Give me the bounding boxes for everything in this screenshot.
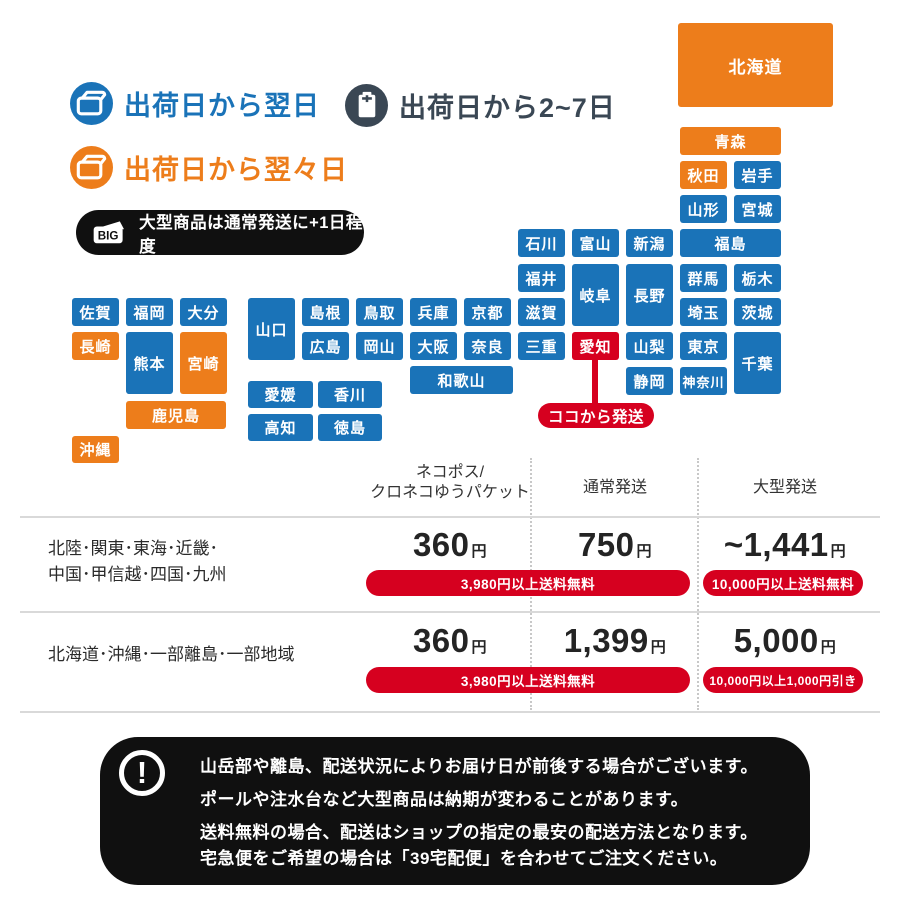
prefecture-茨城: 茨城 — [734, 298, 781, 326]
prefecture-滋賀: 滋賀 — [518, 298, 565, 326]
parcel-icon — [70, 146, 113, 189]
big-box-icon: BIG — [93, 220, 125, 243]
region-remote-label: 北海道･沖縄･一部離島･一部地域 — [48, 645, 295, 664]
notice-box: ! 山岳部や離島、配送状況によりお届け日が前後する場合がございます。 ポールや注… — [100, 737, 810, 885]
prefecture-福井: 福井 — [518, 264, 565, 292]
prefecture-香川: 香川 — [318, 381, 382, 408]
row-divider — [20, 516, 880, 518]
legend-two-to-seven-days: 出荷日から2~7日 — [345, 84, 616, 127]
free-shipping-pill: 3,980円以上送料無料 — [366, 570, 690, 596]
legend-next-day-label: 出荷日から翌日 — [124, 91, 320, 121]
large-free-shipping-pill: 10,000円以上送料無料 — [703, 570, 863, 596]
prefecture-佐賀: 佐賀 — [72, 298, 119, 326]
prefecture-岩手: 岩手 — [734, 161, 781, 189]
prefecture-静岡: 静岡 — [626, 367, 673, 395]
big-badge-text: BIG — [98, 229, 119, 242]
prefecture-岐阜: 岐阜 — [572, 264, 619, 326]
prefecture-東京: 東京 — [680, 332, 727, 360]
price-main-standard: 750 円 — [577, 526, 653, 563]
legend-day-after-next: 出荷日から翌々日 — [70, 146, 348, 189]
prefecture-長崎: 長崎 — [72, 332, 119, 360]
origin-callout-line — [592, 359, 598, 407]
prefecture-千葉: 千葉 — [734, 332, 781, 394]
prefecture-宮崎: 宮崎 — [180, 332, 227, 394]
prefecture-鹿児島: 鹿児島 — [126, 401, 226, 429]
prefecture-和歌山: 和歌山 — [410, 366, 513, 394]
prefecture-愛媛: 愛媛 — [248, 381, 313, 408]
exclamation-icon: ! — [119, 750, 165, 796]
prefecture-島根: 島根 — [302, 298, 349, 326]
prefecture-富山: 富山 — [572, 229, 619, 257]
prefecture-山形: 山形 — [680, 195, 727, 223]
prefecture-埼玉: 埼玉 — [680, 298, 727, 326]
free-shipping-pill: 3,980円以上送料無料 — [366, 667, 690, 693]
column-header-large: 大型発送 — [752, 479, 817, 496]
prefecture-青森: 青森 — [680, 127, 781, 155]
prefecture-福島: 福島 — [680, 229, 781, 257]
price-remote-standard: 1,399 円 — [563, 622, 667, 659]
prefecture-新潟: 新潟 — [626, 229, 673, 257]
notice-text: 山岳部や離島、配送状況によりお届け日が前後する場合がございます。 ポールや注水台… — [200, 757, 758, 868]
prefecture-北海道: 北海道 — [678, 23, 833, 107]
prefecture-大分: 大分 — [180, 298, 227, 326]
prefecture-広島: 広島 — [302, 332, 349, 360]
region-main-label: 北陸･関東･東海･近畿･ 中国･甲信越･四国･九州 — [48, 539, 227, 584]
prefecture-沖縄: 沖縄 — [72, 436, 119, 463]
prefecture-京都: 京都 — [464, 298, 511, 326]
prefecture-群馬: 群馬 — [680, 264, 727, 292]
row-divider — [20, 611, 880, 613]
price-remote-large: 5,000 円 — [733, 622, 837, 659]
legend-next-day: 出荷日から翌日 — [70, 82, 320, 125]
envelope-icon — [345, 84, 388, 127]
prefecture-鳥取: 鳥取 — [356, 298, 403, 326]
prefecture-栃木: 栃木 — [734, 264, 781, 292]
price-main-large: ~1,441 円 — [723, 526, 847, 563]
prefecture-宮城: 宮城 — [734, 195, 781, 223]
prefecture-神奈川: 神奈川 — [680, 367, 727, 395]
legend-day-after-next-label: 出荷日から翌々日 — [124, 155, 348, 185]
prefecture-兵庫: 兵庫 — [410, 298, 457, 326]
column-header-nekoposu: ネコポス/ クロネコゆうパケット — [370, 464, 530, 501]
large-discount-pill: 10,000円以上1,000円引き — [703, 667, 863, 693]
price-remote-nekoposu: 360 円 — [412, 622, 488, 659]
prefecture-三重: 三重 — [518, 332, 565, 360]
prefecture-石川: 石川 — [518, 229, 565, 257]
prefecture-山口: 山口 — [248, 298, 295, 360]
prefecture-徳島: 徳島 — [318, 414, 382, 441]
prefecture-秋田: 秋田 — [680, 161, 727, 189]
parcel-icon — [70, 82, 113, 125]
prefecture-熊本: 熊本 — [126, 332, 173, 394]
prefecture-高知: 高知 — [248, 414, 313, 441]
big-note-label: 大型商品は通常発送に+1日程度 — [139, 213, 363, 256]
legend-two-to-seven-label: 出荷日から2~7日 — [399, 93, 616, 123]
prefecture-愛知: 愛知 — [572, 332, 619, 360]
row-divider — [20, 711, 880, 713]
origin-callout: ココから発送 — [538, 403, 654, 428]
prefecture-岡山: 岡山 — [356, 332, 403, 360]
big-item-note: BIG 大型商品は通常発送に+1日程度 — [76, 210, 364, 256]
prefecture-大阪: 大阪 — [410, 332, 457, 360]
prefecture-奈良: 奈良 — [464, 332, 511, 360]
prefecture-福岡: 福岡 — [126, 298, 173, 326]
column-divider — [697, 458, 699, 710]
prefecture-長野: 長野 — [626, 264, 673, 326]
prefecture-山梨: 山梨 — [626, 332, 673, 360]
price-main-nekoposu: 360 円 — [412, 526, 488, 563]
column-header-standard: 通常発送 — [582, 479, 647, 496]
